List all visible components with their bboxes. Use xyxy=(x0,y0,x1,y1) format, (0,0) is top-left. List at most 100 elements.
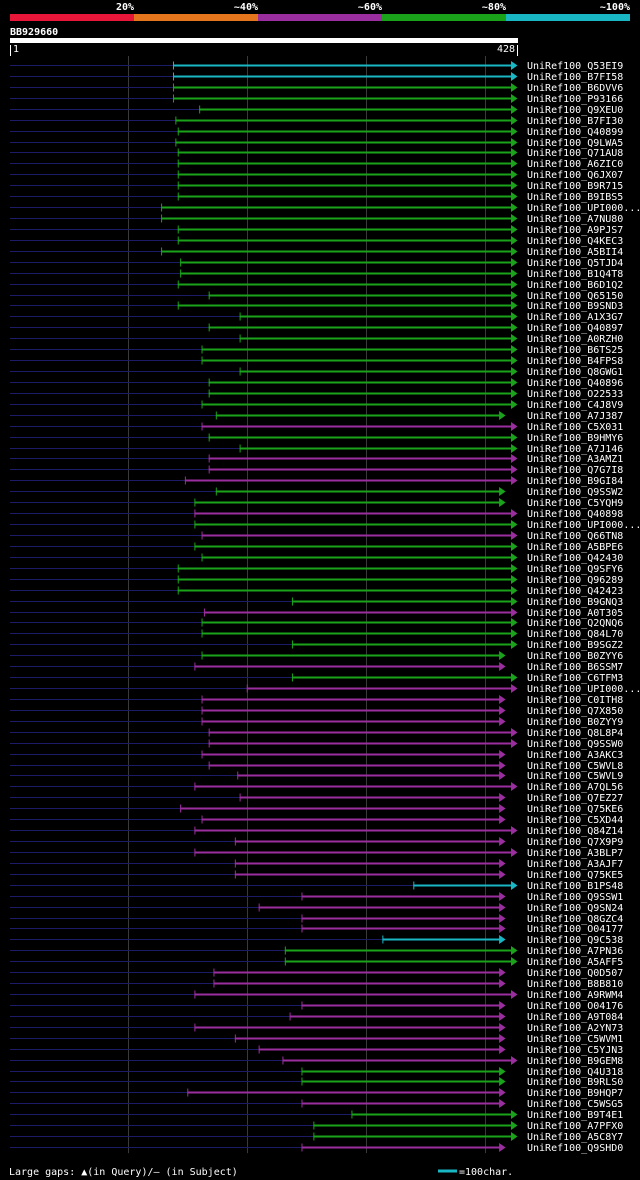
hit-row[interactable]: UniRef100_A7NU80 xyxy=(10,214,623,225)
hit-label[interactable]: UniRef100_B9RLS0 xyxy=(527,1077,623,1088)
hit-row[interactable]: UniRef100_B9SND3 xyxy=(10,301,623,312)
hit-label[interactable]: UniRef100_A7NU80 xyxy=(527,214,623,225)
hit-row[interactable]: UniRef100_B9R715 xyxy=(10,181,623,192)
hit-label[interactable]: UniRef100_B1Q4T8 xyxy=(527,269,623,280)
hit-row[interactable]: UniRef100_C4J8V9 xyxy=(10,400,623,411)
hit-label[interactable]: UniRef100_B9IBS5 xyxy=(527,192,623,203)
hit-row[interactable]: UniRef100_A9PJS7 xyxy=(10,225,623,236)
hit-label[interactable]: UniRef100_B9GI84 xyxy=(527,476,623,487)
hit-row[interactable]: UniRef100_Q40899 xyxy=(10,127,623,138)
hit-row[interactable]: UniRef100_Q9SN24 xyxy=(10,903,623,914)
hit-row[interactable]: UniRef100_Q9SHD0 xyxy=(10,1143,623,1154)
hit-label[interactable]: UniRef100_B9GNQ3 xyxy=(527,597,623,608)
hit-label[interactable]: UniRef100_B6D1Q2 xyxy=(527,280,623,291)
hit-row[interactable]: UniRef100_Q66TN8 xyxy=(10,531,623,542)
hit-label[interactable]: UniRef100_UPI000... xyxy=(527,203,640,214)
hit-label[interactable]: UniRef100_A7J146 xyxy=(527,444,623,455)
hit-label[interactable]: UniRef100_A2YN73 xyxy=(527,1023,623,1034)
hit-label[interactable]: UniRef100_Q65150 xyxy=(527,291,623,302)
hit-row[interactable]: UniRef100_B6SSM7 xyxy=(10,662,623,673)
hit-row[interactable]: UniRef100_C5X031 xyxy=(10,422,623,433)
hit-row[interactable]: UniRef100_Q96289 xyxy=(10,575,623,586)
hit-label[interactable]: UniRef100_P93166 xyxy=(527,94,623,105)
hit-row[interactable]: UniRef100_A7PN36 xyxy=(10,946,623,957)
hit-row[interactable]: UniRef100_B0ZYY6 xyxy=(10,651,623,662)
hit-label[interactable]: UniRef100_Q42430 xyxy=(527,553,623,564)
hit-label[interactable]: UniRef100_Q9SSW1 xyxy=(527,892,623,903)
hit-label[interactable]: UniRef100_Q40898 xyxy=(527,509,623,520)
hit-label[interactable]: UniRef100_C5X031 xyxy=(527,422,623,433)
hit-label[interactable]: UniRef100_A7PN36 xyxy=(527,946,623,957)
hit-label[interactable]: UniRef100_Q75KE6 xyxy=(527,804,623,815)
hit-row[interactable]: UniRef100_Q5TJD4 xyxy=(10,258,623,269)
hit-label[interactable]: UniRef100_B7FI58 xyxy=(527,72,623,83)
hit-label[interactable]: UniRef100_Q9C538 xyxy=(527,935,623,946)
hit-row[interactable]: UniRef100_Q9XEU0 xyxy=(10,105,623,116)
hit-label[interactable]: UniRef100_A0RZH0 xyxy=(527,334,623,345)
hit-row[interactable]: UniRef100_C6TFM3 xyxy=(10,673,623,684)
hit-label[interactable]: UniRef100_Q75KE5 xyxy=(527,870,623,881)
hit-row[interactable]: UniRef100_Q9LWA5 xyxy=(10,138,623,149)
hit-row[interactable]: UniRef100_C5WVL8 xyxy=(10,761,623,772)
hit-label[interactable]: UniRef100_A3BLP7 xyxy=(527,848,623,859)
hit-label[interactable]: UniRef100_C5YQH9 xyxy=(527,498,623,509)
hit-row[interactable]: UniRef100_A1X3G7 xyxy=(10,312,623,323)
hit-row[interactable]: UniRef100_Q8GWG1 xyxy=(10,367,623,378)
hit-label[interactable]: UniRef100_A6ZIC0 xyxy=(527,159,623,170)
hit-row[interactable]: UniRef100_A7J387 xyxy=(10,411,623,422)
hit-row[interactable]: UniRef100_A9T084 xyxy=(10,1012,623,1023)
hit-label[interactable]: UniRef100_B0ZYY6 xyxy=(527,651,623,662)
hit-row[interactable]: UniRef100_C5XD44 xyxy=(10,815,623,826)
hit-row[interactable]: UniRef100_UPI000... xyxy=(10,203,640,214)
hit-row[interactable]: UniRef100_B6DVV6 xyxy=(10,83,623,94)
hit-row[interactable]: UniRef100_C5YJN3 xyxy=(10,1045,623,1056)
hit-label[interactable]: UniRef100_Q9LWA5 xyxy=(527,138,623,149)
hit-label[interactable]: UniRef100_Q8L8P4 xyxy=(527,728,623,739)
hit-label[interactable]: UniRef100_Q9SSW2 xyxy=(527,487,623,498)
hit-label[interactable]: UniRef100_B8B810 xyxy=(527,979,623,990)
hit-row[interactable]: UniRef100_Q7X850 xyxy=(10,706,623,717)
hit-label[interactable]: UniRef100_A3AMZ1 xyxy=(527,454,623,465)
hit-row[interactable]: UniRef100_C5WVM1 xyxy=(10,1034,623,1045)
hit-row[interactable]: UniRef100_A3AMZ1 xyxy=(10,454,623,465)
hit-label[interactable]: UniRef100_B9GEM8 xyxy=(527,1056,623,1067)
hit-label[interactable]: UniRef100_Q9SSW0 xyxy=(527,739,623,750)
hit-row[interactable]: UniRef100_B9RLS0 xyxy=(10,1077,623,1088)
hit-row[interactable]: UniRef100_Q4KEC3 xyxy=(10,236,623,247)
hit-label[interactable]: UniRef100_A3AKC3 xyxy=(527,750,623,761)
hit-label[interactable]: UniRef100_Q5TJD4 xyxy=(527,258,623,269)
hit-row[interactable]: UniRef100_Q9SSW0 xyxy=(10,739,623,750)
hit-row[interactable]: UniRef100_Q6JX07 xyxy=(10,170,623,181)
hit-row[interactable]: UniRef100_Q9SSW1 xyxy=(10,892,623,903)
hit-label[interactable]: UniRef100_A9T084 xyxy=(527,1012,623,1023)
hit-label[interactable]: UniRef100_O22533 xyxy=(527,389,623,400)
hit-label[interactable]: UniRef100_Q8GWG1 xyxy=(527,367,623,378)
hit-row[interactable]: UniRef100_O22533 xyxy=(10,389,623,400)
hit-label[interactable]: UniRef100_A7J387 xyxy=(527,411,623,422)
hit-row[interactable]: UniRef100_Q0D507 xyxy=(10,968,623,979)
hit-row[interactable]: UniRef100_Q8L8P4 xyxy=(10,728,623,739)
hit-row[interactable]: UniRef100_O04176 xyxy=(10,1001,623,1012)
hit-label[interactable]: UniRef100_A5BII4 xyxy=(527,247,623,258)
hit-row[interactable]: UniRef100_B9IBS5 xyxy=(10,192,623,203)
hit-label[interactable]: UniRef100_Q4U318 xyxy=(527,1067,623,1078)
hit-label[interactable]: UniRef100_Q84L70 xyxy=(527,629,623,640)
hit-row[interactable]: UniRef100_B1Q4T8 xyxy=(10,269,623,280)
hit-label[interactable]: UniRef100_C5XD44 xyxy=(527,815,623,826)
hit-row[interactable]: UniRef100_B9T4E1 xyxy=(10,1110,623,1121)
hit-label[interactable]: UniRef100_C5WVL9 xyxy=(527,771,623,782)
hit-label[interactable]: UniRef100_Q40897 xyxy=(527,323,623,334)
hit-row[interactable]: UniRef100_Q84L70 xyxy=(10,629,623,640)
hit-row[interactable]: UniRef100_A0RZH0 xyxy=(10,334,623,345)
hit-label[interactable]: UniRef100_C6TFM3 xyxy=(527,673,623,684)
hit-label[interactable]: UniRef100_A9PJS7 xyxy=(527,225,623,236)
hit-row[interactable]: UniRef100_Q71AU8 xyxy=(10,148,623,159)
hit-row[interactable]: UniRef100_A3BLP7 xyxy=(10,848,623,859)
hit-label[interactable]: UniRef100_A7QL56 xyxy=(527,782,623,793)
hit-label[interactable]: UniRef100_Q66TN8 xyxy=(527,531,623,542)
hit-label[interactable]: UniRef100_Q7EZ27 xyxy=(527,793,623,804)
hit-label[interactable]: UniRef100_Q42423 xyxy=(527,586,623,597)
hit-row[interactable]: UniRef100_B9HQP7 xyxy=(10,1088,623,1099)
hit-label[interactable]: UniRef100_B9T4E1 xyxy=(527,1110,623,1121)
hit-label[interactable]: UniRef100_Q6JX07 xyxy=(527,170,623,181)
